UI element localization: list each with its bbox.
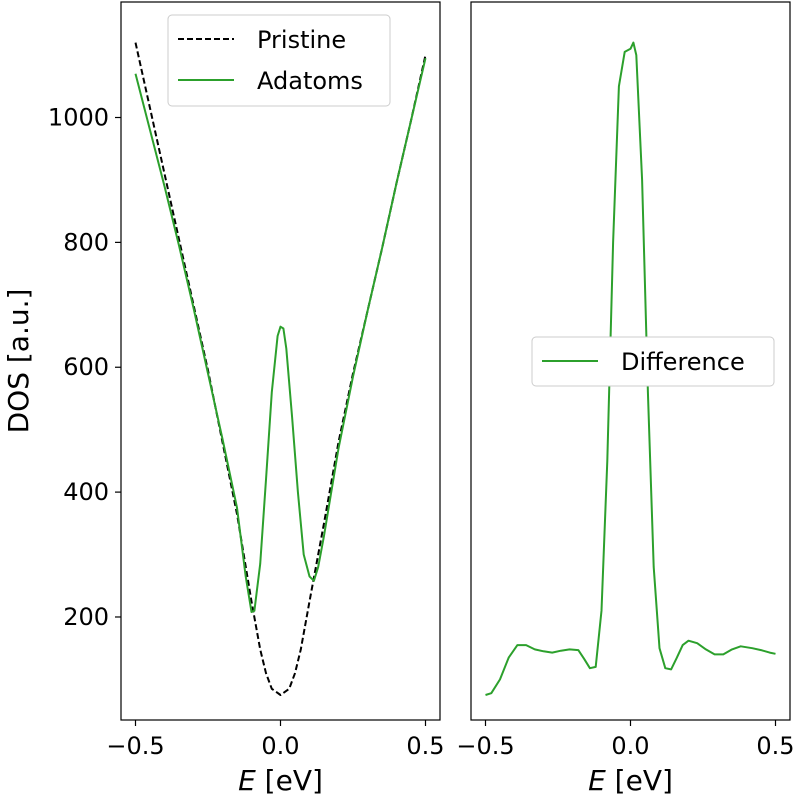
legend-label-difference: Difference xyxy=(621,348,745,376)
x-tick-label: −0.5 xyxy=(106,732,164,760)
y-tick-label: 1000 xyxy=(48,104,109,132)
series-line-pristine xyxy=(134,42,427,696)
legend: Difference xyxy=(531,336,775,387)
series-line-difference xyxy=(485,41,776,696)
left-panel: −0.5 0.0 0.5 200 400 600 800 1000 E [eV] DOS [a.u… xyxy=(2,1,445,797)
x-tick-label: 0.0 xyxy=(611,732,649,760)
y-axis-title: DOS [a.u.] xyxy=(2,289,35,434)
x-tick-label: −0.5 xyxy=(456,732,514,760)
series-line-adatoms xyxy=(134,57,427,613)
plot-frame xyxy=(120,1,441,721)
legend: Pristine Adatoms xyxy=(167,14,391,107)
x-tick-label: 0.0 xyxy=(261,732,299,760)
x-axis-title: E [eV] xyxy=(238,764,323,797)
y-tick-label: 200 xyxy=(63,603,109,631)
x-tick-label: 0.5 xyxy=(406,732,444,760)
legend-label-adatoms: Adatoms xyxy=(257,67,363,95)
legend-box xyxy=(167,14,391,107)
legend-box xyxy=(531,336,775,387)
legend-label-pristine: Pristine xyxy=(257,26,346,54)
y-tick-label: 600 xyxy=(63,353,109,381)
x-axis-title: E [eV] xyxy=(588,764,673,797)
x-tick-label: 0.5 xyxy=(756,732,794,760)
y-tick-label: 800 xyxy=(63,228,109,256)
right-panel: −0.5 0.0 0.5 E [eV] Difference xyxy=(456,1,795,797)
y-tick-label: 400 xyxy=(63,478,109,506)
